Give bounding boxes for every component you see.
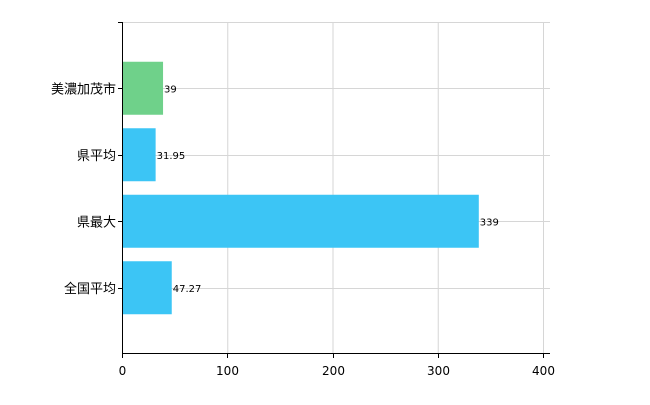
- x-tick-label-0: 0: [119, 364, 127, 378]
- category-label-2: 県最大: [77, 215, 116, 230]
- x-tick-label-1: 100: [216, 364, 239, 378]
- category-label-3: 全国平均: [64, 281, 116, 297]
- data-label-1: 31.95: [157, 151, 186, 162]
- data-label-2: 339: [480, 217, 499, 228]
- category-label-0: 美濃加茂市: [51, 81, 116, 97]
- category-label-1: 県平均: [77, 149, 116, 164]
- x-tick-label-3: 300: [427, 364, 450, 378]
- data-label-0: 39: [164, 84, 177, 95]
- label-layer: 39 美濃加茂市 31.95 県平均 339 県最大 47.27 全国平均 0 100 200 300…: [51, 81, 555, 378]
- bar-1: [123, 128, 156, 182]
- bar-0: [123, 61, 164, 115]
- axis-layer: [118, 22, 550, 358]
- data-label-3: 47.27: [173, 284, 202, 295]
- grid-layer: [122, 22, 550, 353]
- bar-layer: [123, 61, 479, 315]
- bar-2: [123, 194, 479, 248]
- bar-3: [123, 261, 172, 315]
- x-tick-label-4: 400: [532, 364, 555, 378]
- x-tick-label-2: 200: [322, 364, 345, 378]
